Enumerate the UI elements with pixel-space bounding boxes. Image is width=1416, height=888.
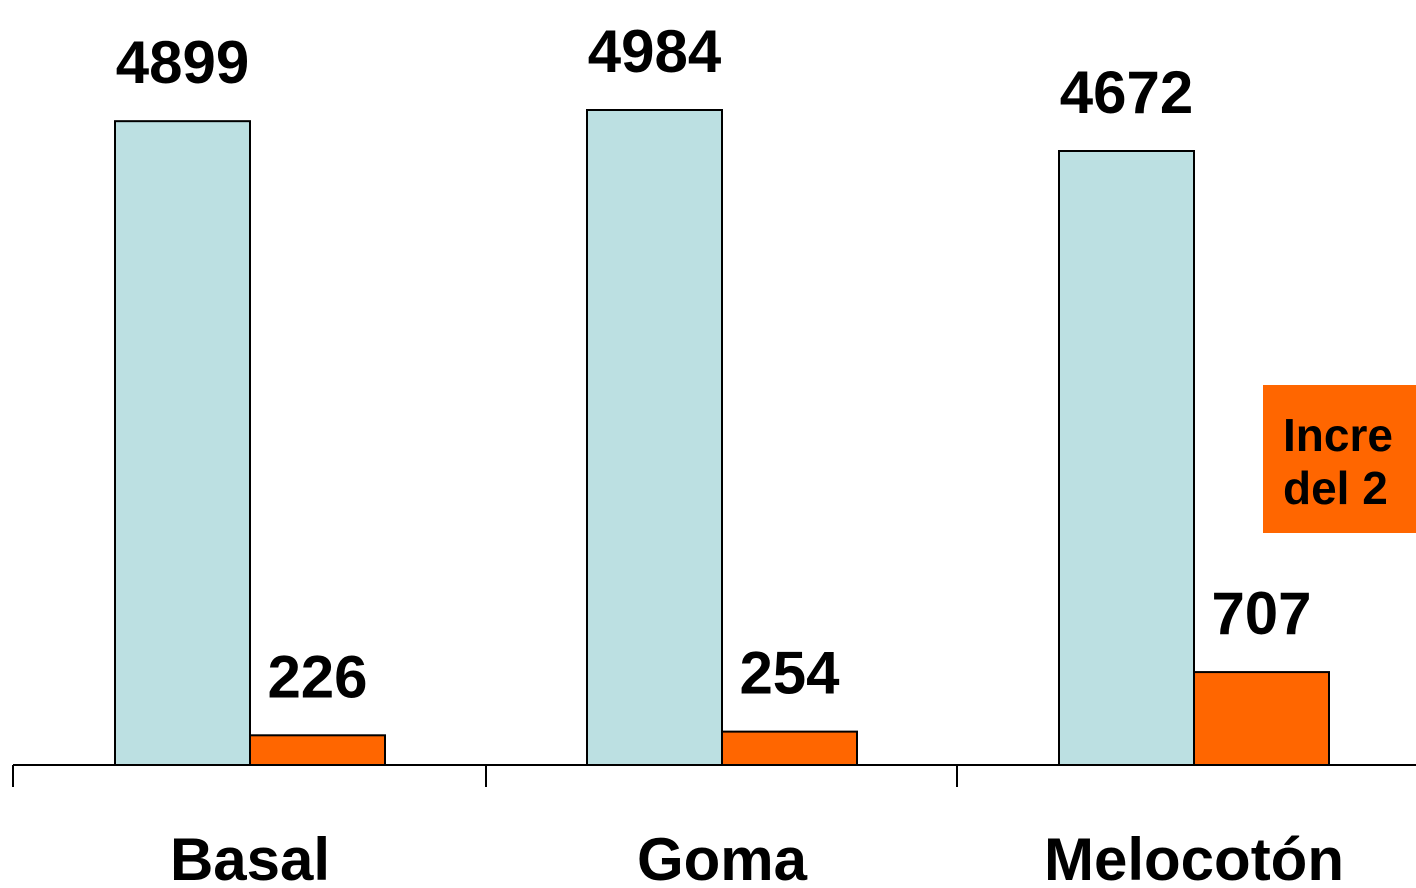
bar-series-2-goma: [721, 730, 858, 767]
data-label: 707: [1211, 580, 1311, 647]
callout-line-1: Incre: [1283, 409, 1393, 461]
bar-series-2-melocotón: [1193, 671, 1330, 767]
callout-line-2: del 2: [1283, 462, 1388, 514]
data-label: 254: [739, 640, 840, 707]
category-label: Basal: [170, 826, 330, 888]
bar-series-2-basal: [249, 734, 386, 766]
category-label: Goma: [637, 826, 808, 888]
data-label: 4899: [116, 29, 249, 96]
data-label: 4984: [588, 18, 722, 85]
data-label: 226: [267, 643, 367, 710]
bar-series-1-basal: [114, 120, 251, 766]
bar-series-1-melocotón: [1058, 150, 1195, 766]
increase-callout: Incre del 2: [1263, 385, 1416, 533]
data-label: 4672: [1060, 59, 1193, 126]
bar-series-1-goma: [586, 109, 723, 766]
category-label: Melocotón: [1044, 826, 1344, 888]
